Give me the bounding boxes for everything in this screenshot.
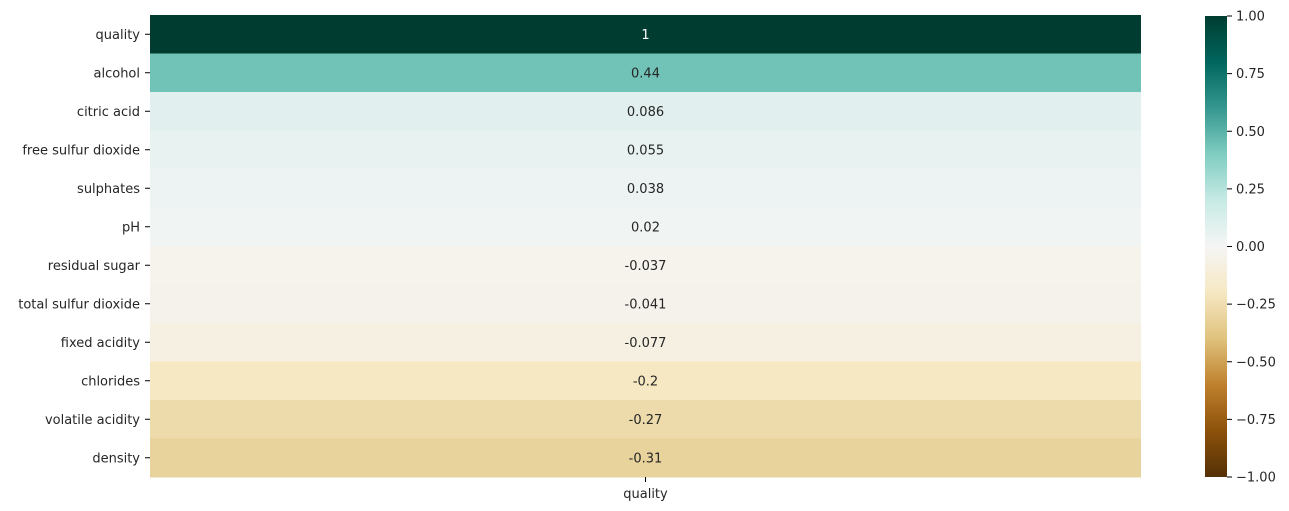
x-axis: quality xyxy=(623,477,668,502)
heatmap-cell-citric-acid xyxy=(150,92,1141,131)
y-tick-label: free sulfur dioxide xyxy=(22,143,140,158)
x-tick-label: quality xyxy=(623,487,668,502)
y-tick-label: quality xyxy=(96,28,141,43)
heatmap-cell-volatile-acidity xyxy=(150,400,1141,439)
heatmap-cell-fixed-acidity xyxy=(150,323,1141,362)
colorbar-tick-label: 0.50 xyxy=(1236,125,1265,140)
colorbar-tick-label: 0.00 xyxy=(1236,240,1265,255)
colorbar-gradient xyxy=(1205,16,1227,477)
y-tick-label: total sulfur dioxide xyxy=(18,297,140,312)
colorbar: 1.00 0.75 0.50 0.25 0.00 −0.25 −0.50 −0.75 −1.00 xyxy=(1205,10,1276,486)
colorbar-tick-label: −1.00 xyxy=(1236,471,1276,486)
cell-annotation: 0.055 xyxy=(627,143,664,158)
heatmap-cell-chlorides xyxy=(150,361,1141,401)
cell-annotation: -0.2 xyxy=(633,374,658,389)
cell-annotation: -0.077 xyxy=(625,336,667,351)
y-tick-label: pH xyxy=(122,220,140,235)
colorbar-ticks: 1.00 0.75 0.50 0.25 0.00 −0.25 −0.50 −0.75 −1.00 xyxy=(1227,10,1276,486)
cell-annotation: -0.31 xyxy=(629,451,663,466)
y-tick-label: volatile acidity xyxy=(45,413,140,428)
cell-annotation: 0.02 xyxy=(631,220,660,235)
colorbar-tick-label: 1.00 xyxy=(1236,10,1265,25)
colorbar-tick-label: 0.75 xyxy=(1236,67,1265,82)
colorbar-tick-label: 0.25 xyxy=(1236,182,1265,197)
heatmap-cells xyxy=(150,15,1141,478)
heatmap-cell-quality xyxy=(150,15,1141,54)
y-tick-label: citric acid xyxy=(77,105,140,120)
cell-annotation: -0.037 xyxy=(625,259,667,274)
y-tick-label: residual sugar xyxy=(48,259,141,274)
heatmap-cell-residual-sugar xyxy=(150,246,1141,285)
heatmap-cell-total-sulfur-dioxide xyxy=(150,284,1141,324)
colorbar-tick-label: −0.25 xyxy=(1236,298,1276,313)
heatmap-cell-density xyxy=(150,438,1141,478)
colorbar-tick-label: −0.75 xyxy=(1236,413,1276,428)
cell-annotation: 0.086 xyxy=(627,105,664,120)
cell-annotation: 0.038 xyxy=(627,182,664,197)
y-axis: quality alcohol citric acid free sulfur dio… xyxy=(18,28,150,466)
y-tick-label: alcohol xyxy=(94,66,140,81)
y-tick-label: chlorides xyxy=(81,374,140,389)
cell-annotation: 0.44 xyxy=(631,66,660,81)
colorbar-tick-label: −0.50 xyxy=(1236,355,1276,370)
heatmap-cell-alcohol xyxy=(150,53,1141,93)
cell-annotation: 1 xyxy=(641,28,649,43)
cell-annotation: -0.27 xyxy=(629,413,663,428)
y-tick-label: density xyxy=(92,451,140,466)
cell-annotation: -0.041 xyxy=(625,297,667,312)
heatmap-cell-ph xyxy=(150,207,1141,247)
heatmap-cell-sulphates xyxy=(150,169,1141,208)
y-tick-label: fixed acidity xyxy=(61,336,141,351)
y-tick-label: sulphates xyxy=(77,182,140,197)
cell-annotations: 1 0.44 0.086 0.055 0.038 0.02 -0.037 -0.041 -0.0… xyxy=(625,28,667,467)
heatmap-cell-free-sulfur-dioxide xyxy=(150,130,1141,170)
